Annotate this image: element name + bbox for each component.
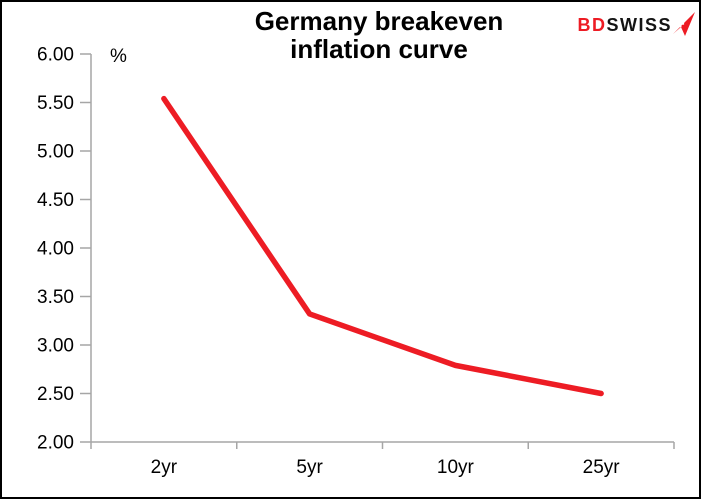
swiss-arrow-icon <box>673 12 695 36</box>
y-axis-unit-label: % <box>110 46 127 67</box>
x-tick-label: 25yr <box>583 457 621 478</box>
x-tick-label: 2yr <box>151 457 178 478</box>
y-tick-label: 2.50 <box>37 384 74 405</box>
y-tick-label: 3.00 <box>37 336 74 357</box>
y-tick-label: 6.00 <box>37 45 74 66</box>
y-tick-label: 3.50 <box>37 287 74 308</box>
y-tick-label: 5.00 <box>37 142 74 163</box>
logo-text-swiss: SWISS <box>606 15 672 35</box>
y-tick-label: 4.00 <box>37 239 74 260</box>
y-tick-label: 2.00 <box>37 433 74 454</box>
x-tick-label: 10yr <box>437 457 475 478</box>
bdswiss-logo: BD SWISS <box>577 12 695 37</box>
chart-title-line1: Germany breakeven <box>254 6 504 36</box>
y-tick-label: 5.50 <box>37 93 74 114</box>
breakeven-inflation-curve-line <box>161 95 604 397</box>
y-tick-label: 4.50 <box>37 190 74 211</box>
chart-title-line2: inflation curve <box>290 34 468 64</box>
x-tick-label: 5yr <box>296 457 323 478</box>
chart-title: Germany breakeven inflation curve <box>255 7 504 63</box>
logo-text-bd: BD <box>577 15 607 35</box>
